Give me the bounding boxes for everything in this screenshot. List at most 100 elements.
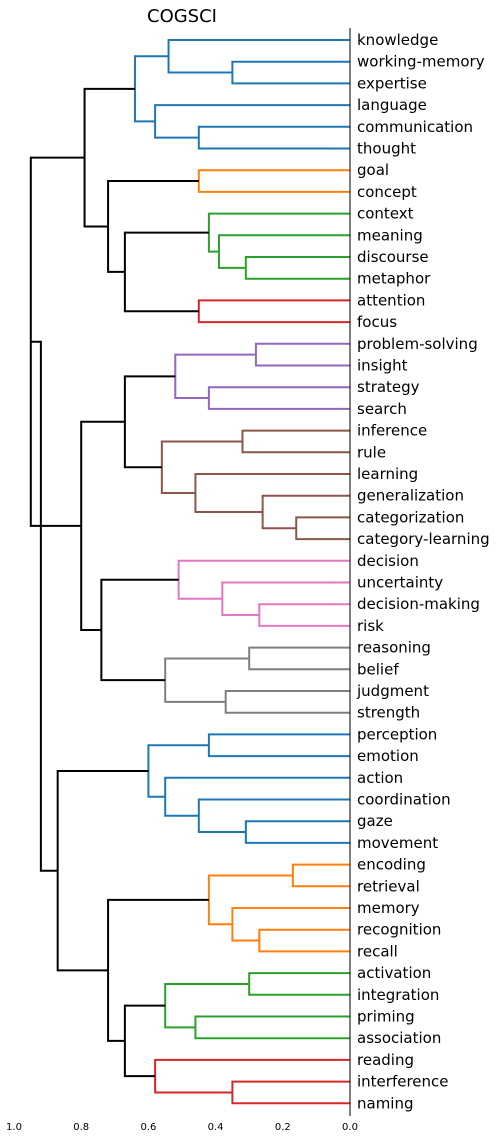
link-36 [293, 865, 350, 887]
link-35 [148, 745, 208, 797]
leaf-label-reading: reading [357, 1051, 414, 1069]
leaf-label-search: search [357, 400, 407, 418]
leaf-label-thought: thought [357, 140, 416, 158]
link-40 [249, 973, 350, 995]
leaf-label-retrieval: retrieval [357, 877, 420, 895]
link-33 [199, 800, 350, 833]
link-27 [165, 658, 249, 701]
leaf-label-recall: recall [357, 942, 398, 960]
link-47 [58, 771, 149, 970]
link-14 [209, 387, 350, 409]
link-38 [232, 908, 350, 941]
leaf-label-activation: activation [357, 964, 431, 982]
link-13 [256, 344, 350, 366]
leaf-label-naming: naming [357, 1094, 414, 1112]
leaf-label-working-memory: working-memory [357, 53, 485, 71]
leaf-label-risk: risk [357, 617, 384, 635]
leaf-label-judgment: judgment [356, 682, 429, 700]
leaf-label-inference: inference [357, 422, 427, 440]
link-17 [296, 517, 350, 539]
leaf-label-strength: strength [357, 704, 420, 722]
link-22 [259, 604, 350, 626]
link-6 [246, 257, 350, 279]
leaf-label-association: association [357, 1029, 441, 1047]
leaf-label-recognition: recognition [357, 921, 441, 939]
x-tick-label: 0.8 [73, 1122, 89, 1133]
leaf-label-concept: concept [357, 183, 417, 201]
link-31 [209, 734, 350, 756]
leaf-label-integration: integration [357, 986, 439, 1004]
leaf-label-emotion: emotion [357, 747, 419, 765]
leaf-label-goal: goal [357, 161, 389, 179]
link-32 [246, 821, 350, 843]
link-1 [169, 40, 350, 73]
leaf-label-encoding: encoding [357, 856, 426, 874]
leaf-labels: knowledge working-memory expertise language… [356, 31, 490, 1112]
leaf-label-focus: focus [357, 313, 397, 331]
leaf-label-expertise: expertise [357, 74, 427, 92]
x-tick-label: 0.2 [275, 1122, 291, 1133]
link-21 [125, 376, 175, 467]
link-10 [125, 233, 209, 312]
leaf-label-uncertainty: uncertainty [357, 574, 443, 592]
leaf-label-coordination: coordination [357, 791, 451, 809]
x-tick-label: 0.0 [342, 1122, 358, 1133]
leaf-label-meaning: meaning [357, 226, 423, 244]
link-3 [155, 105, 350, 138]
leaf-label-decision-making: decision-making [357, 595, 480, 613]
dendrogram-links [31, 28, 350, 1116]
link-48 [31, 342, 58, 871]
leaf-label-interference: interference [357, 1073, 449, 1091]
leaf-label-decision: decision [357, 552, 419, 570]
x-axis: 1.0 0.8 0.6 0.4 0.2 0.0 [6, 1122, 358, 1133]
link-7 [219, 235, 350, 268]
leaf-label-discourse: discourse [357, 248, 429, 266]
link-11 [108, 181, 199, 272]
leaf-label-categorization: categorization [357, 508, 464, 526]
link-16 [242, 431, 350, 453]
link-24 [179, 561, 350, 599]
link-8 [209, 214, 350, 252]
link-25 [249, 648, 350, 670]
link-39 [209, 875, 293, 924]
leaf-label-knowledge: knowledge [357, 31, 438, 49]
link-23 [222, 583, 350, 616]
x-tick-label: 1.0 [6, 1122, 22, 1133]
link-34 [165, 778, 350, 816]
leaf-label-priming: priming [357, 1008, 415, 1026]
link-9 [199, 300, 350, 322]
leaf-label-learning: learning [357, 465, 418, 483]
link-42 [165, 984, 249, 1027]
link-26 [226, 691, 350, 713]
link-43 [232, 1082, 350, 1104]
link-45 [125, 1006, 165, 1077]
leaf-label-category-learning: category-learning [357, 530, 490, 548]
link-4 [135, 56, 169, 121]
leaf-label-insight: insight [357, 357, 408, 375]
leaf-label-reasoning: reasoning [357, 639, 431, 657]
link-20 [162, 441, 243, 493]
leaf-label-memory: memory [357, 899, 420, 917]
leaf-label-belief: belief [357, 660, 399, 678]
leaf-label-strategy: strategy [357, 378, 420, 396]
link-41 [195, 1017, 350, 1039]
x-tick-label: 0.4 [208, 1122, 224, 1133]
link-46 [108, 900, 209, 1041]
link-5 [199, 170, 350, 192]
leaf-label-context: context [357, 205, 414, 223]
leaf-label-attention: attention [357, 291, 425, 309]
leaf-label-action: action [357, 769, 403, 787]
link-37 [259, 930, 350, 952]
link-28 [101, 580, 178, 680]
leaf-label-gaze: gaze [357, 812, 393, 830]
link-0 [232, 62, 350, 84]
link-18 [263, 496, 350, 529]
link-15 [175, 355, 256, 398]
link-44 [155, 1060, 350, 1093]
leaf-label-rule: rule [357, 443, 386, 461]
chart-title: COGSCI [147, 6, 217, 27]
link-29 [81, 422, 125, 630]
leaf-label-language: language [357, 96, 427, 114]
link-2 [199, 127, 350, 149]
